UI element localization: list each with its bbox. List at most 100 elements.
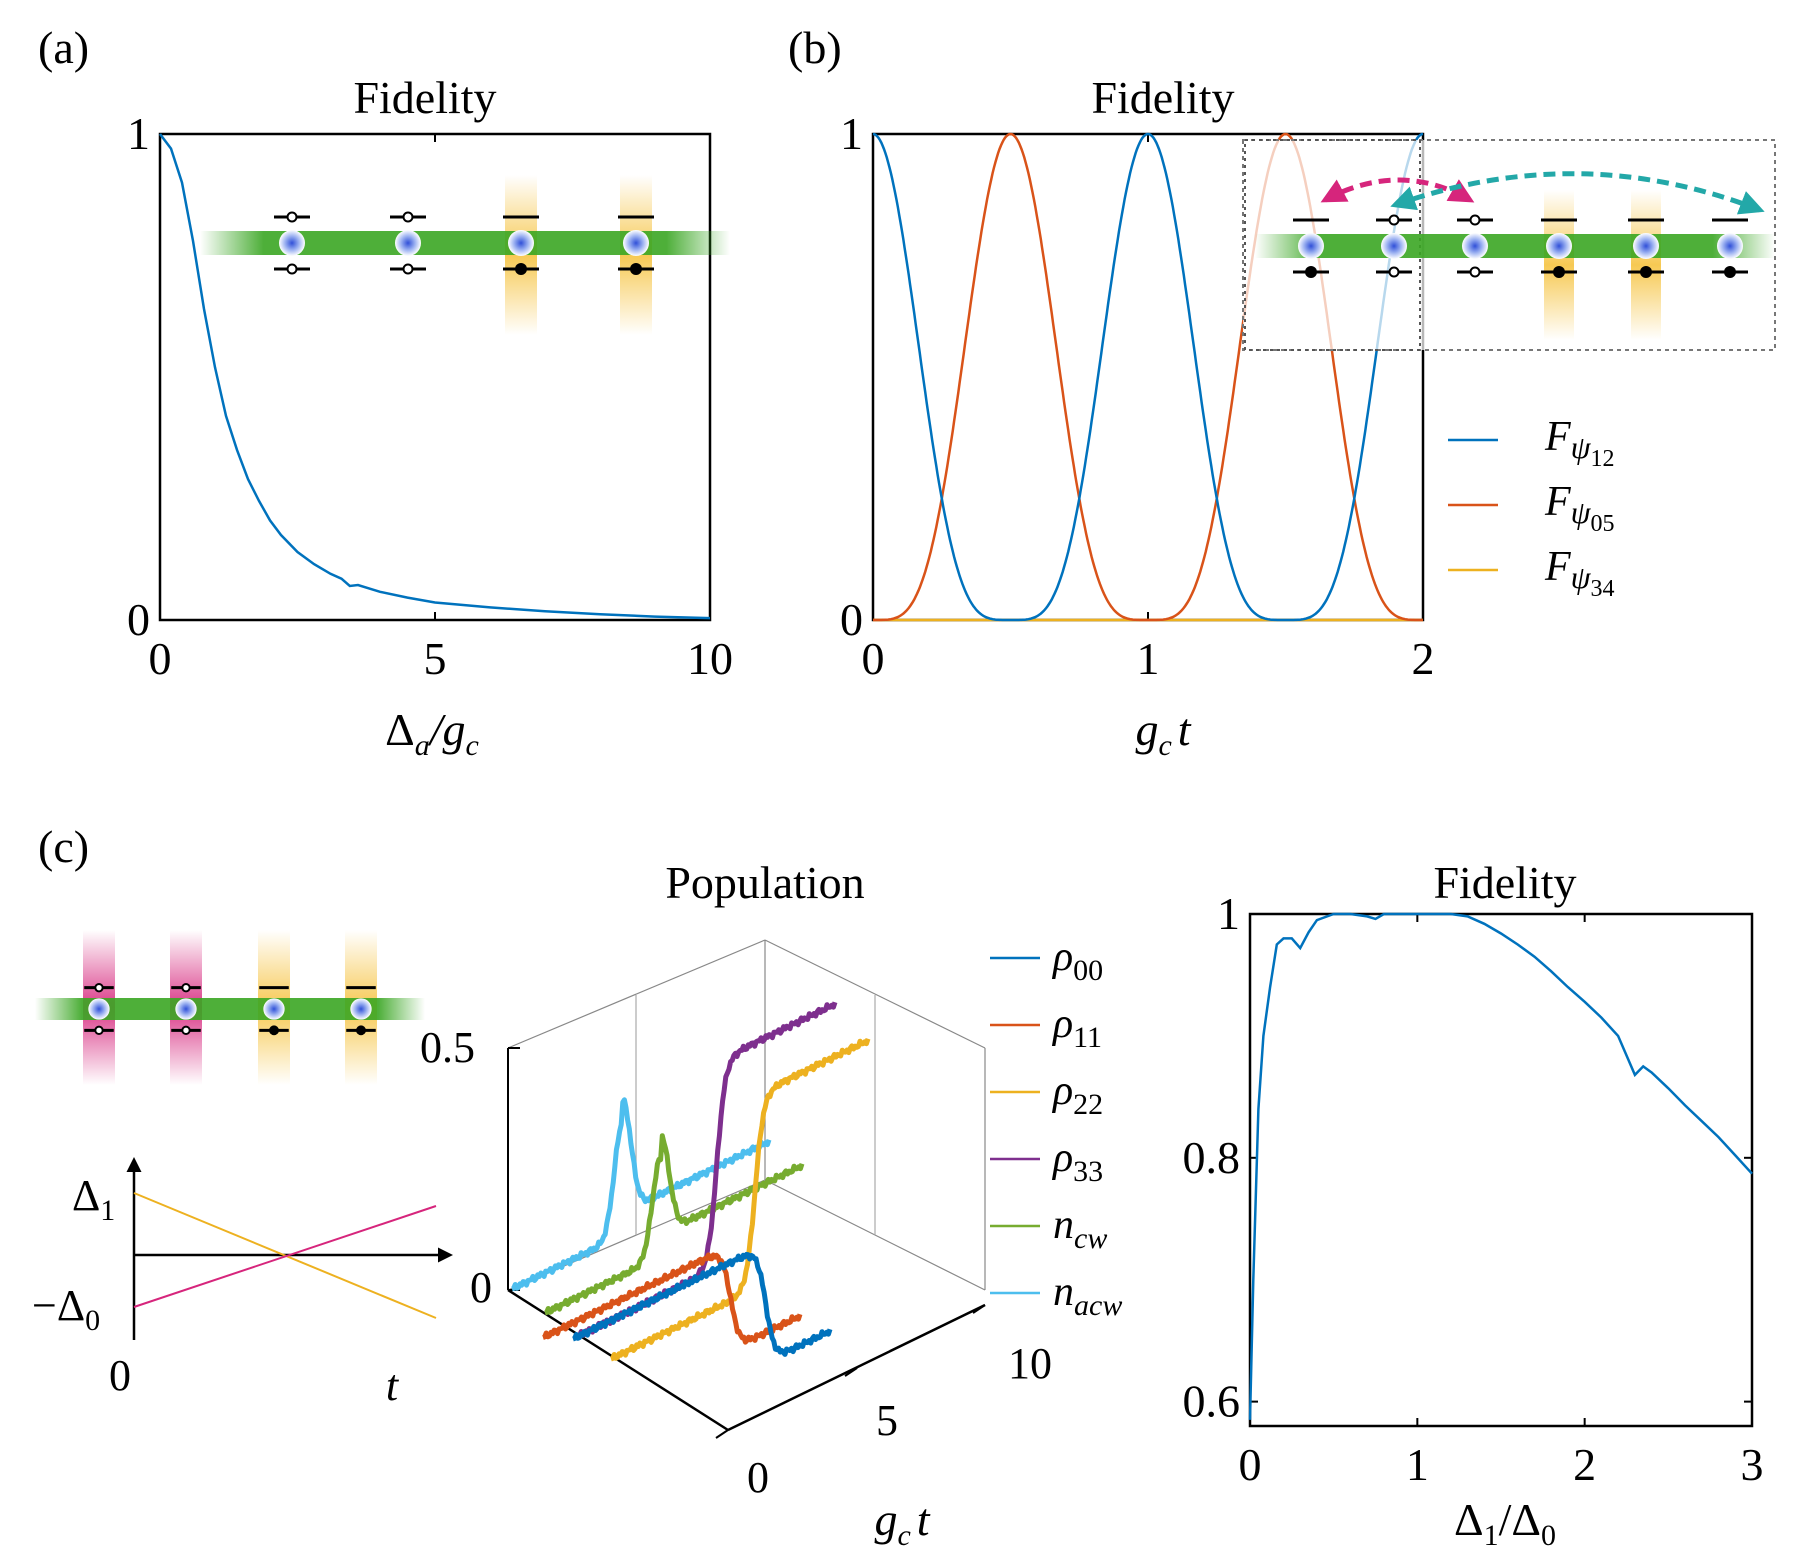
c-fidelity-x-label: Δ1/Δ0 bbox=[1454, 1494, 1556, 1552]
atom-empty-dot bbox=[94, 982, 104, 993]
legend-entry-22: ρ22 bbox=[1051, 1068, 1103, 1121]
atom-population-dot bbox=[356, 1025, 366, 1036]
atom-empty-dot bbox=[402, 211, 414, 223]
cf-xlabel-sub0: 0 bbox=[1541, 1519, 1556, 1552]
legend-entry-34: Fψ34 bbox=[1544, 544, 1615, 602]
waveguide bbox=[1255, 234, 1775, 258]
sweep-delta1-text: Δ bbox=[72, 1171, 100, 1220]
panel-b-inset-schematic bbox=[1242, 139, 1776, 351]
xlabel-mid: /g bbox=[427, 704, 466, 755]
panel-b-title: Fidelity bbox=[1091, 72, 1234, 123]
legend-entry-acw: nacw bbox=[1053, 1269, 1122, 1322]
atom bbox=[175, 998, 197, 1020]
legend-entry-12: Fψ12 bbox=[1544, 414, 1615, 472]
atom-population-dot bbox=[630, 263, 642, 275]
laser-beam bbox=[1544, 190, 1574, 340]
xlabel-sub-a: a bbox=[415, 729, 430, 762]
atom bbox=[623, 230, 649, 256]
y-tick-label: 0 bbox=[127, 594, 150, 645]
xlabel-g: g bbox=[1135, 704, 1158, 755]
population-x-label: gc t bbox=[874, 1494, 930, 1552]
panel-c-population: Population 0.5 0 0 5 10 gc t ρ00 ρ11 ρ22 ρ33… bbox=[420, 857, 1122, 1552]
atom bbox=[1546, 233, 1572, 259]
population-line-acw bbox=[511, 1097, 772, 1292]
atom-empty-dot bbox=[1469, 214, 1481, 226]
panel-b-y-tick-labels: 01 bbox=[840, 108, 863, 645]
sweep-delta0-sub: 0 bbox=[85, 1304, 100, 1337]
y-tick-label: 1 bbox=[127, 108, 150, 159]
panel-b-legend: Fψ12 Fψ05 Fψ34 bbox=[1448, 414, 1615, 602]
grid-line bbox=[764, 939, 986, 1049]
panel-b-x-label: gc t bbox=[1135, 704, 1191, 762]
atom bbox=[350, 998, 372, 1020]
population-ztick-0.5: 0.5 bbox=[420, 1023, 475, 1072]
x-tick-label: 3 bbox=[1741, 1439, 1764, 1490]
xlabel-delta: Δ bbox=[385, 704, 415, 755]
laser-beam bbox=[1631, 190, 1661, 340]
c-fidelity-ticks bbox=[1249, 913, 1753, 1426]
x-tick-label: 5 bbox=[424, 633, 447, 684]
c-fidelity-y-tick-labels: 0.6 0.8 1 bbox=[1183, 888, 1241, 1427]
xlabel-t: t bbox=[1178, 704, 1192, 755]
panel-a-fidelity-line bbox=[159, 133, 711, 620]
panel-label-b: (b) bbox=[788, 22, 842, 73]
atom bbox=[1298, 233, 1324, 259]
legend-entry-33: ρ33 bbox=[1051, 1135, 1103, 1188]
cf-xlabel-sub1: 1 bbox=[1484, 1519, 1499, 1552]
x-tick-label: 0 bbox=[1239, 1439, 1262, 1490]
x-tick-label: 1 bbox=[1137, 633, 1160, 684]
y-tick-label: 0 bbox=[840, 594, 863, 645]
panel-a-inset-schematic bbox=[200, 175, 730, 335]
waveguide bbox=[35, 998, 425, 1020]
sweep-line-magenta bbox=[133, 1205, 437, 1308]
legend-entry-11: ρ11 bbox=[1051, 1001, 1102, 1054]
population-title: Population bbox=[665, 857, 864, 908]
legend-entry-00: ρ00 bbox=[1051, 934, 1103, 987]
atom-empty-dot bbox=[181, 1025, 191, 1036]
x-tick bbox=[972, 1304, 986, 1314]
population-legend: ρ00 ρ11 ρ22 ρ33 ncw nacw bbox=[990, 934, 1122, 1322]
y-tick-label: 0.6 bbox=[1183, 1376, 1241, 1427]
pop-xlabel-t: t bbox=[917, 1494, 931, 1545]
atom-population-dot bbox=[269, 1025, 279, 1036]
atom-empty-dot bbox=[1388, 266, 1400, 278]
atom-empty-dot bbox=[1388, 214, 1400, 226]
population-line-11 bbox=[542, 1252, 803, 1345]
sweep-label-delta1: Δ1 bbox=[72, 1171, 115, 1227]
panel-a: Fidelity 0 5 10 01 Δa/gc bbox=[127, 72, 733, 762]
panel-a-ticks bbox=[159, 133, 711, 621]
panel-label-a: (a) bbox=[38, 22, 89, 73]
c-fidelity-axes-box bbox=[1248, 912, 1754, 1428]
atom-empty-dot bbox=[286, 211, 298, 223]
x-tick bbox=[715, 1429, 729, 1439]
atom-empty-dot bbox=[94, 1025, 104, 1036]
pop-xlabel-sub: c bbox=[897, 1519, 910, 1552]
panel-a-x-label: Δa/gc bbox=[385, 704, 479, 762]
sweep-delta0-text: −Δ bbox=[32, 1281, 85, 1330]
population-xtick-0: 0 bbox=[747, 1453, 769, 1502]
population-3d-lines bbox=[511, 1001, 871, 1362]
atom-population-dot bbox=[1724, 266, 1736, 278]
series-line-12 bbox=[872, 132, 1424, 622]
sweep-label-delta0: −Δ0 bbox=[32, 1281, 100, 1337]
y-tick-label: 0.8 bbox=[1183, 1132, 1241, 1183]
atom-empty-dot bbox=[181, 982, 191, 993]
population-ztick-0: 0 bbox=[470, 1263, 492, 1312]
panel-a-x-tick-labels: 0 5 10 bbox=[149, 633, 734, 684]
xlabel-sub-c: c bbox=[1158, 729, 1171, 762]
cf-xlabel-mid: /Δ bbox=[1499, 1494, 1541, 1545]
x-tick-label: 0 bbox=[149, 633, 172, 684]
panel-c-schematic: Δ1 −Δ0 0 t bbox=[32, 930, 453, 1410]
panel-a-y-tick-labels: 01 bbox=[127, 108, 150, 645]
atom bbox=[508, 230, 534, 256]
x-tick-label: 0 bbox=[862, 633, 885, 684]
atom bbox=[263, 998, 285, 1020]
atom-empty-dot bbox=[1469, 266, 1481, 278]
x-tick-label: 1 bbox=[1406, 1439, 1429, 1490]
atom bbox=[1381, 233, 1407, 259]
atom bbox=[1633, 233, 1659, 259]
atom bbox=[88, 998, 110, 1020]
x-tick bbox=[844, 1367, 858, 1377]
